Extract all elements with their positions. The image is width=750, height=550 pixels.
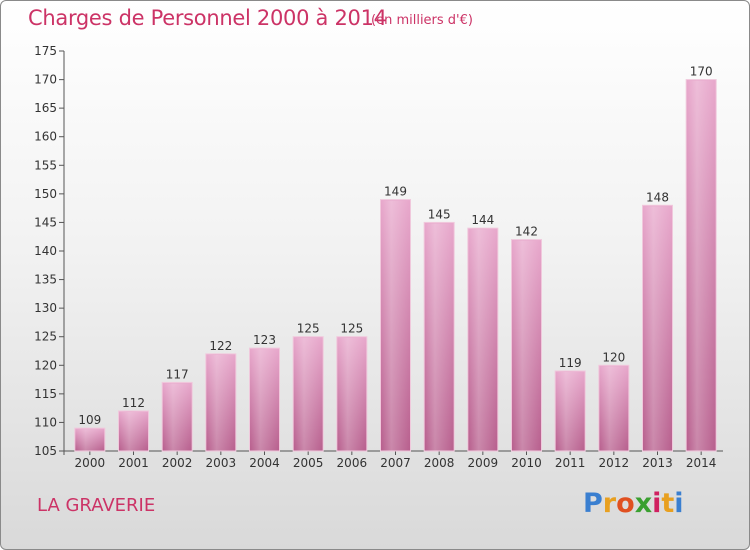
y-tick-label: 110 xyxy=(34,415,57,429)
logo-letter: o xyxy=(616,488,635,519)
y-tick-label: 130 xyxy=(34,301,57,315)
y-tick-label: 145 xyxy=(34,215,57,229)
x-tick-label: 2006 xyxy=(337,456,368,470)
bar-highlight xyxy=(250,349,279,451)
bar-highlight xyxy=(468,229,497,451)
logo-letter: i xyxy=(652,488,662,519)
x-tick-label: 2001 xyxy=(118,456,149,470)
bar-value-label: 148 xyxy=(646,190,669,204)
x-tick-label: 2010 xyxy=(511,456,542,470)
bar-highlight xyxy=(425,223,454,451)
bar-highlight xyxy=(556,372,585,451)
x-tick-label: 2014 xyxy=(686,456,717,470)
bar-value-label: 149 xyxy=(384,185,407,199)
proxiti-logo: Proxiti xyxy=(583,488,684,519)
logo-letter: x xyxy=(634,488,653,519)
bar-highlight xyxy=(643,206,672,451)
y-tick-label: 125 xyxy=(34,330,57,344)
bar-highlight xyxy=(337,337,366,451)
bar-value-label: 109 xyxy=(78,413,101,427)
x-tick-label: 2007 xyxy=(380,456,411,470)
bar-highlight xyxy=(599,366,628,451)
bar-value-label: 125 xyxy=(340,322,363,336)
x-tick-label: 2013 xyxy=(642,456,673,470)
bar-value-label: 142 xyxy=(515,225,538,239)
bar-value-label: 120 xyxy=(602,350,625,364)
bar-value-label: 125 xyxy=(297,322,320,336)
bar-highlight xyxy=(687,80,716,452)
x-tick-label: 2000 xyxy=(75,456,106,470)
bar-highlight xyxy=(294,337,323,451)
x-tick-label: 2011 xyxy=(555,456,586,470)
chart-subtitle: (en milliers d'€) xyxy=(371,13,473,28)
bar-value-label: 117 xyxy=(166,367,189,381)
logo-letter: P xyxy=(583,488,603,519)
y-tick-label: 155 xyxy=(34,158,57,172)
bar-value-label: 170 xyxy=(690,65,713,79)
y-tick-label: 160 xyxy=(34,130,57,144)
bar-value-label: 145 xyxy=(428,207,451,221)
x-tick-label: 2003 xyxy=(206,456,237,470)
bar-highlight xyxy=(75,429,104,451)
bar-value-label: 122 xyxy=(209,339,232,353)
bar-value-label: 119 xyxy=(559,356,582,370)
y-tick-label: 165 xyxy=(34,101,57,115)
x-tick-label: 2002 xyxy=(162,456,193,470)
x-tick-label: 2009 xyxy=(468,456,499,470)
logo-letter: i xyxy=(674,488,684,519)
bar-highlight xyxy=(163,383,192,451)
bar-highlight xyxy=(206,354,235,451)
y-tick-label: 135 xyxy=(34,273,57,287)
y-tick-label: 120 xyxy=(34,358,57,372)
x-tick-label: 2008 xyxy=(424,456,455,470)
y-tick-label: 175 xyxy=(34,44,57,58)
bar-value-label: 123 xyxy=(253,333,276,347)
x-tick-label: 2005 xyxy=(293,456,324,470)
bar-highlight xyxy=(381,200,410,451)
bar-highlight xyxy=(119,412,148,451)
logo-letter: t xyxy=(661,488,675,519)
bar-highlight xyxy=(512,240,541,451)
x-tick-label: 2012 xyxy=(599,456,630,470)
y-tick-label: 105 xyxy=(34,444,57,458)
commune-name: LA GRAVERIE xyxy=(37,495,156,516)
y-tick-label: 115 xyxy=(34,387,57,401)
bar-value-label: 144 xyxy=(471,213,494,227)
y-tick-label: 170 xyxy=(34,73,57,87)
logo-letter: r xyxy=(602,488,617,519)
x-tick-label: 2004 xyxy=(249,456,280,470)
bar-value-label: 112 xyxy=(122,396,145,410)
chart-title: Charges de Personnel 2000 à 2014 xyxy=(28,6,387,30)
y-tick-label: 140 xyxy=(34,244,57,258)
y-tick-label: 150 xyxy=(34,187,57,201)
